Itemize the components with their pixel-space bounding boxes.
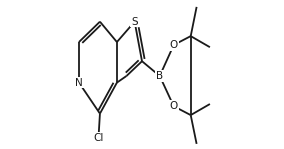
Text: O: O	[170, 101, 178, 111]
Text: B: B	[156, 71, 163, 81]
Text: S: S	[131, 17, 138, 27]
Text: N: N	[75, 78, 83, 88]
Text: Cl: Cl	[93, 133, 104, 143]
Text: O: O	[170, 40, 178, 50]
